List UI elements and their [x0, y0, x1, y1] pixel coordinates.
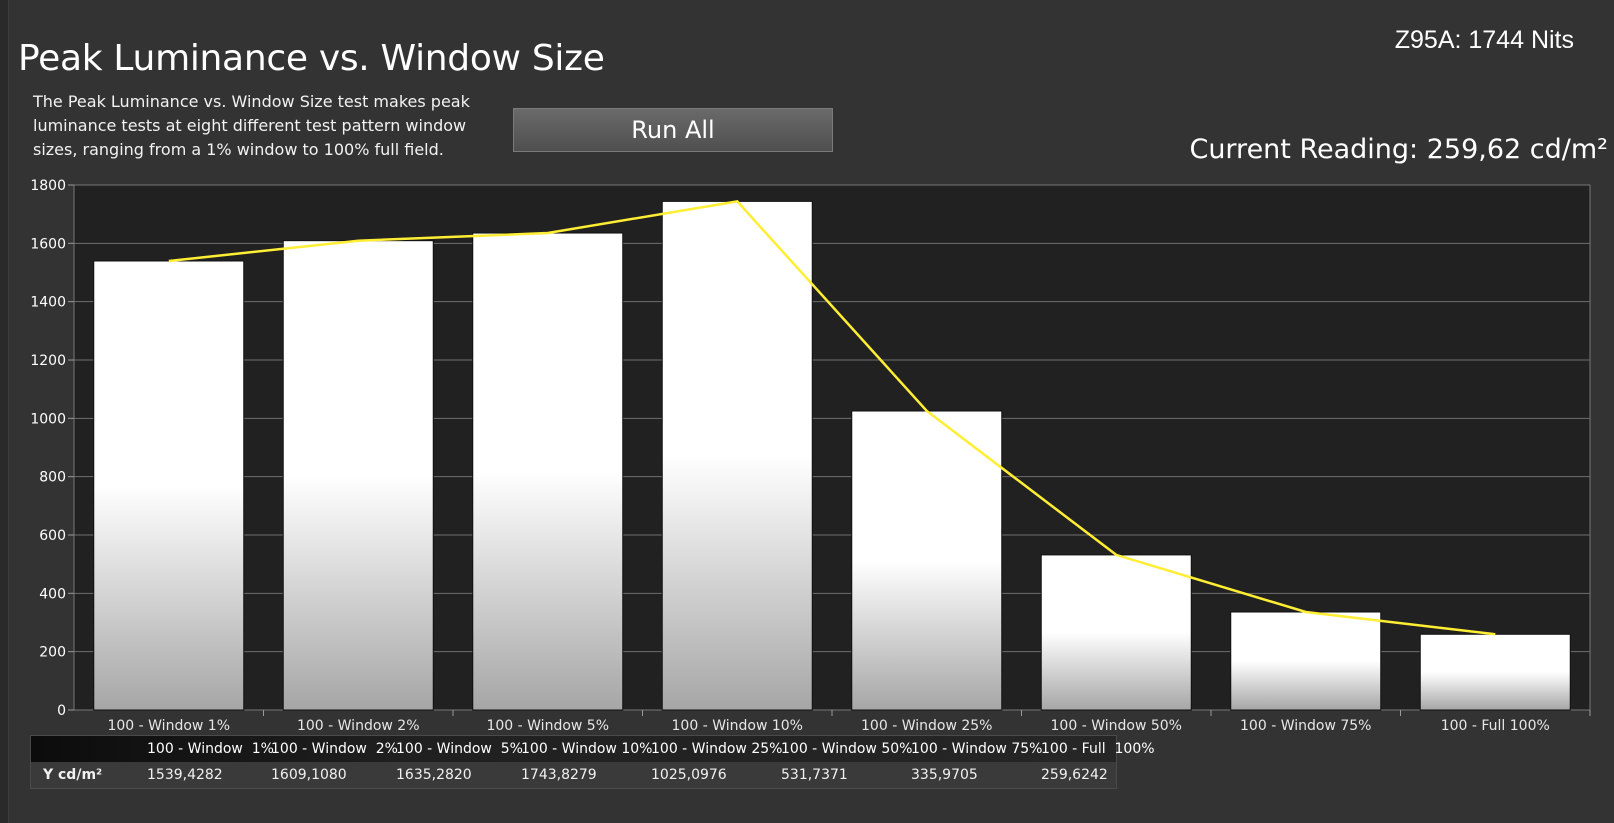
column-header: 100 - Window 1% [147, 741, 274, 757]
x-tick-label: 100 - Full 100% [1441, 718, 1550, 730]
x-axis: 100 - Window 1% 100 - Window 2% 100 - Wind… [107, 710, 1591, 730]
table-header-row: 100 - Window 1% 100 - Window 2% 100 - Wind… [31, 736, 1155, 762]
column-header: 100 - Window 50% [781, 741, 913, 757]
table-row: Y cd/m² 1539,4282 1609,1080 1635,2820 1743,… [31, 762, 1116, 788]
y-tick-label: 1600 [30, 236, 66, 252]
test-description: The Peak Luminance vs. Window Size test … [33, 92, 470, 159]
x-tick-label: 100 - Window 2% [297, 718, 420, 730]
x-tick-label: 100 - Window 10% [672, 718, 803, 730]
luminance-line [168, 200, 1496, 636]
column-header: 100 - Window 5% [396, 741, 523, 757]
y-tick-label: 800 [39, 470, 66, 486]
results-table: 100 - Window 1% 100 - Window 2% 100 - Wind… [30, 735, 1155, 789]
bars [93, 200, 1571, 711]
table-cell: 259,6242 [1041, 767, 1108, 783]
page-title: Peak Luminance vs. Window Size [18, 38, 605, 79]
bar [661, 200, 813, 711]
y-tick-label: 1400 [30, 295, 66, 311]
y-axis: 0 200 400 600 800 1000 1200 1400 1600 1800 [30, 178, 74, 719]
y-tick-label: 0 [57, 703, 66, 719]
table-cell: 1635,2820 [396, 767, 472, 783]
table-cell: 335,9705 [911, 767, 978, 783]
display-model-label: Z95A: 1744 Nits [1394, 26, 1574, 54]
bar [1040, 554, 1192, 711]
x-tick-label: 100 - Window 5% [486, 718, 609, 730]
table-cell: 531,7371 [781, 767, 848, 783]
window-edge [0, 0, 9, 823]
table-cell: 1609,1080 [271, 767, 347, 783]
table-cell: 1539,4282 [147, 767, 223, 783]
table-cell: 1743,8279 [521, 767, 597, 783]
y-tick-label: 1800 [30, 178, 66, 194]
x-tick-label: 100 - Window 50% [1051, 718, 1182, 730]
y-tick-label: 200 [39, 645, 66, 661]
trend-line [168, 200, 1496, 636]
x-tick-label: 100 - Window 75% [1240, 718, 1371, 730]
column-header: 100 - Window 25% [651, 741, 783, 757]
current-reading: Current Reading: 259,62 cd/m² [1189, 134, 1608, 165]
column-header: 100 - Window 10% [521, 741, 653, 757]
column-header: 100 - Window 75% [911, 741, 1043, 757]
run-all-button[interactable]: Run All [513, 108, 833, 152]
row-label: Y cd/m² [43, 767, 103, 783]
column-header: 100 - Window 2% [271, 741, 398, 757]
column-header: 100 - Full 100% [1041, 741, 1155, 757]
bar [1230, 611, 1382, 711]
bar [472, 232, 624, 711]
x-tick-label: 100 - Window 1% [107, 718, 230, 730]
bar [93, 260, 245, 711]
table-cell: 1025,0976 [651, 767, 727, 783]
y-tick-label: 600 [39, 528, 66, 544]
luminance-chart: 0 200 400 600 800 1000 1200 1400 1600 1800 100 - … [30, 178, 1591, 730]
bar [282, 240, 434, 711]
bar [851, 410, 1003, 711]
bar [1419, 633, 1571, 711]
y-tick-label: 1200 [30, 353, 66, 369]
y-tick-label: 400 [39, 586, 66, 602]
y-tick-label: 1000 [30, 411, 66, 427]
x-tick-label: 100 - Window 25% [861, 718, 992, 730]
